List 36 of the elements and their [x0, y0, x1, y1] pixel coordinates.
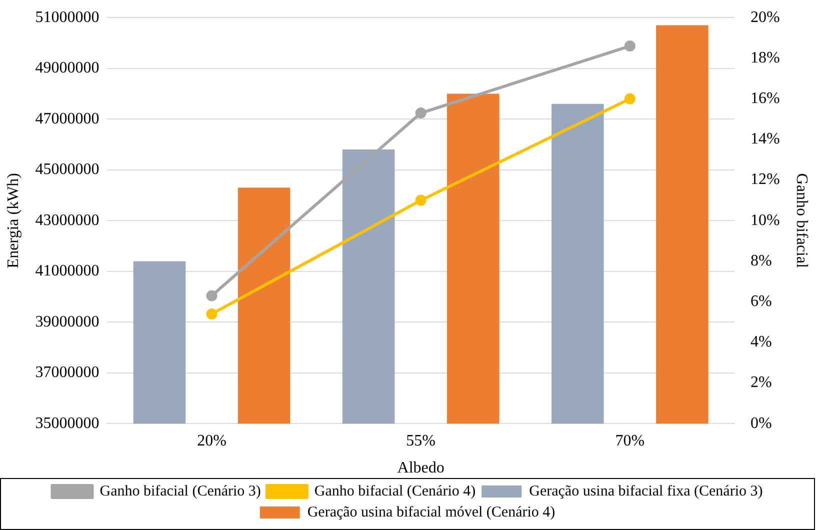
legend-label: Geração usina bifacial fixa (Cenário 3) [529, 483, 763, 500]
y2-tick-label: 4% [750, 334, 772, 351]
y2-tick-label: 20% [750, 8, 780, 26]
y-tick-label: 43000000 [35, 212, 100, 229]
y-tick-label: 51000000 [35, 8, 100, 26]
y2-tick-label: 8% [750, 252, 772, 270]
y2-tick-label: 16% [750, 90, 780, 108]
y2-tick-label: 0% [750, 414, 772, 432]
point [624, 93, 636, 104]
y-tick-label: 37000000 [35, 364, 100, 382]
y2-tick-label: 18% [750, 49, 780, 66]
point [624, 40, 636, 52]
point [206, 290, 218, 302]
y2-axis-title: Ganho bifacial [793, 173, 810, 268]
point [415, 194, 426, 206]
y2-tick-label: 14% [750, 130, 780, 148]
y-tick-label: 39000000 [35, 313, 100, 330]
y-tick-label: 41000000 [35, 262, 100, 280]
point [415, 108, 426, 119]
y2-tick-label: 6% [750, 293, 772, 310]
legend-label: Ganho bifacial (Cenário 3) [100, 483, 261, 500]
x-tick-label: 70% [615, 432, 645, 450]
legend-label: Geração usina bifacial móvel (Cenário 4) [307, 504, 556, 520]
y-tick-label: 45000000 [35, 161, 100, 178]
y-axis-title: Energia (kWh) [4, 172, 22, 268]
y-tick-label: 47000000 [35, 110, 100, 128]
y2-tick-label: 2% [750, 374, 772, 392]
y-tick-label: 49000000 [35, 60, 100, 77]
point [206, 308, 218, 320]
x-axis-title: Albedo [397, 460, 444, 477]
y2-tick-label: 12% [750, 171, 780, 188]
x-tick-label: 55% [406, 432, 436, 450]
y2-tick-label: 10% [750, 212, 780, 229]
y-tick-label: 35000000 [35, 414, 100, 432]
x-tick-label: 20% [197, 432, 226, 450]
legend-label: Ganho bifacial (Cenário 4) [314, 483, 476, 500]
